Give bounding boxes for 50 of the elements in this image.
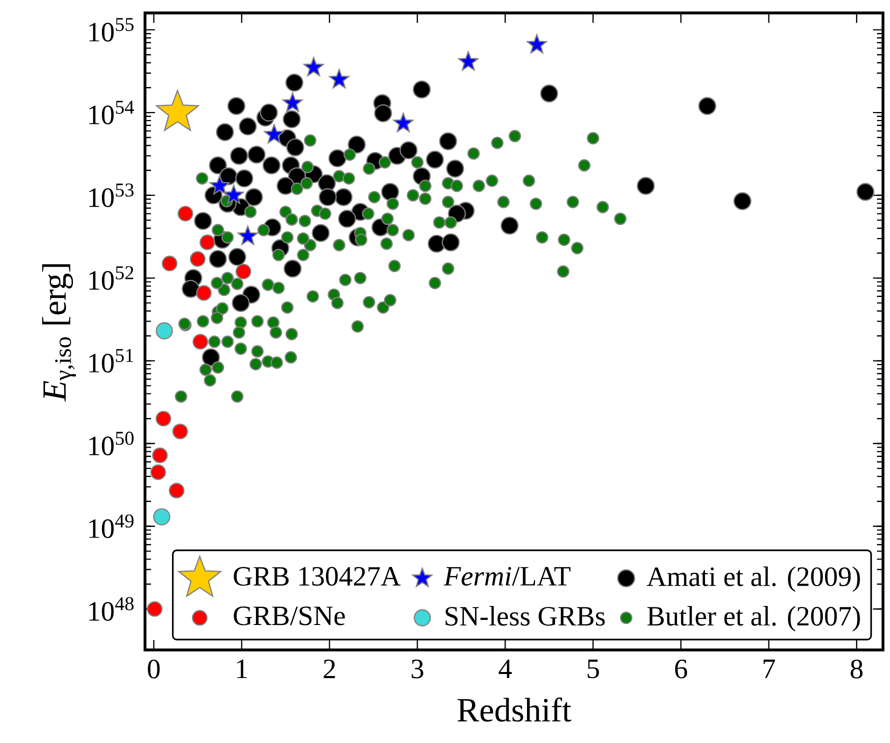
point — [162, 256, 178, 272]
y-tick-label: 10$^{49}$ — [89, 514, 134, 538]
point — [526, 34, 547, 54]
y-tick-label: 10$^{50}$ — [89, 432, 134, 456]
point — [393, 112, 414, 132]
legend-label: Butler et al. (2007) — [647, 606, 860, 632]
x-tick-label: 2 — [324, 660, 335, 678]
legend-label: GRB 130427A — [234, 566, 401, 586]
point — [458, 51, 478, 71]
x-tick-label: 3 — [412, 660, 424, 678]
point — [238, 226, 258, 245]
point — [178, 206, 194, 222]
x-tick-label: 4 — [498, 660, 512, 678]
point — [264, 124, 284, 144]
point — [200, 234, 216, 250]
y-tick-label: 10$^{55}$ — [89, 18, 134, 42]
point — [172, 424, 188, 440]
y-axis-title: E$_{γ,iso}$ [erg] — [42, 264, 76, 402]
point — [152, 448, 168, 464]
y-tick-label: 10$^{51}$ — [89, 348, 134, 373]
x-tick-label: 8 — [850, 660, 863, 678]
point — [156, 322, 173, 340]
x-tick-label: 0 — [148, 660, 160, 678]
point — [192, 334, 208, 350]
legend-label: GRB/SNe — [234, 606, 345, 626]
point — [168, 482, 184, 498]
point — [153, 508, 170, 526]
legend-label: Amati et al. (2009) — [646, 566, 860, 592]
point — [329, 69, 350, 88]
x-tick-label: 1 — [237, 660, 247, 678]
point — [210, 175, 230, 195]
legend-label: Fermi/LAT — [444, 566, 570, 586]
legend-label: SN-less GRBs — [446, 606, 605, 626]
y-tick-label: 10$^{52}$ — [89, 266, 134, 290]
x-axis-title: Redshift — [458, 697, 572, 722]
y-tick-label: 10$^{48}$ — [89, 597, 134, 621]
point — [150, 464, 166, 480]
x-tick-label: 5 — [588, 660, 599, 678]
y-tick-label: 10$^{54}$ — [89, 100, 134, 124]
point — [146, 601, 162, 617]
point — [156, 90, 200, 131]
point — [156, 410, 172, 426]
point — [190, 251, 206, 267]
y-tick-label: 10$^{53}$ — [89, 183, 134, 208]
point — [196, 285, 212, 301]
point — [304, 56, 324, 76]
x-tick-label: 7 — [764, 660, 775, 678]
point — [282, 92, 303, 112]
x-tick-label: 6 — [675, 660, 688, 678]
point — [236, 264, 252, 280]
